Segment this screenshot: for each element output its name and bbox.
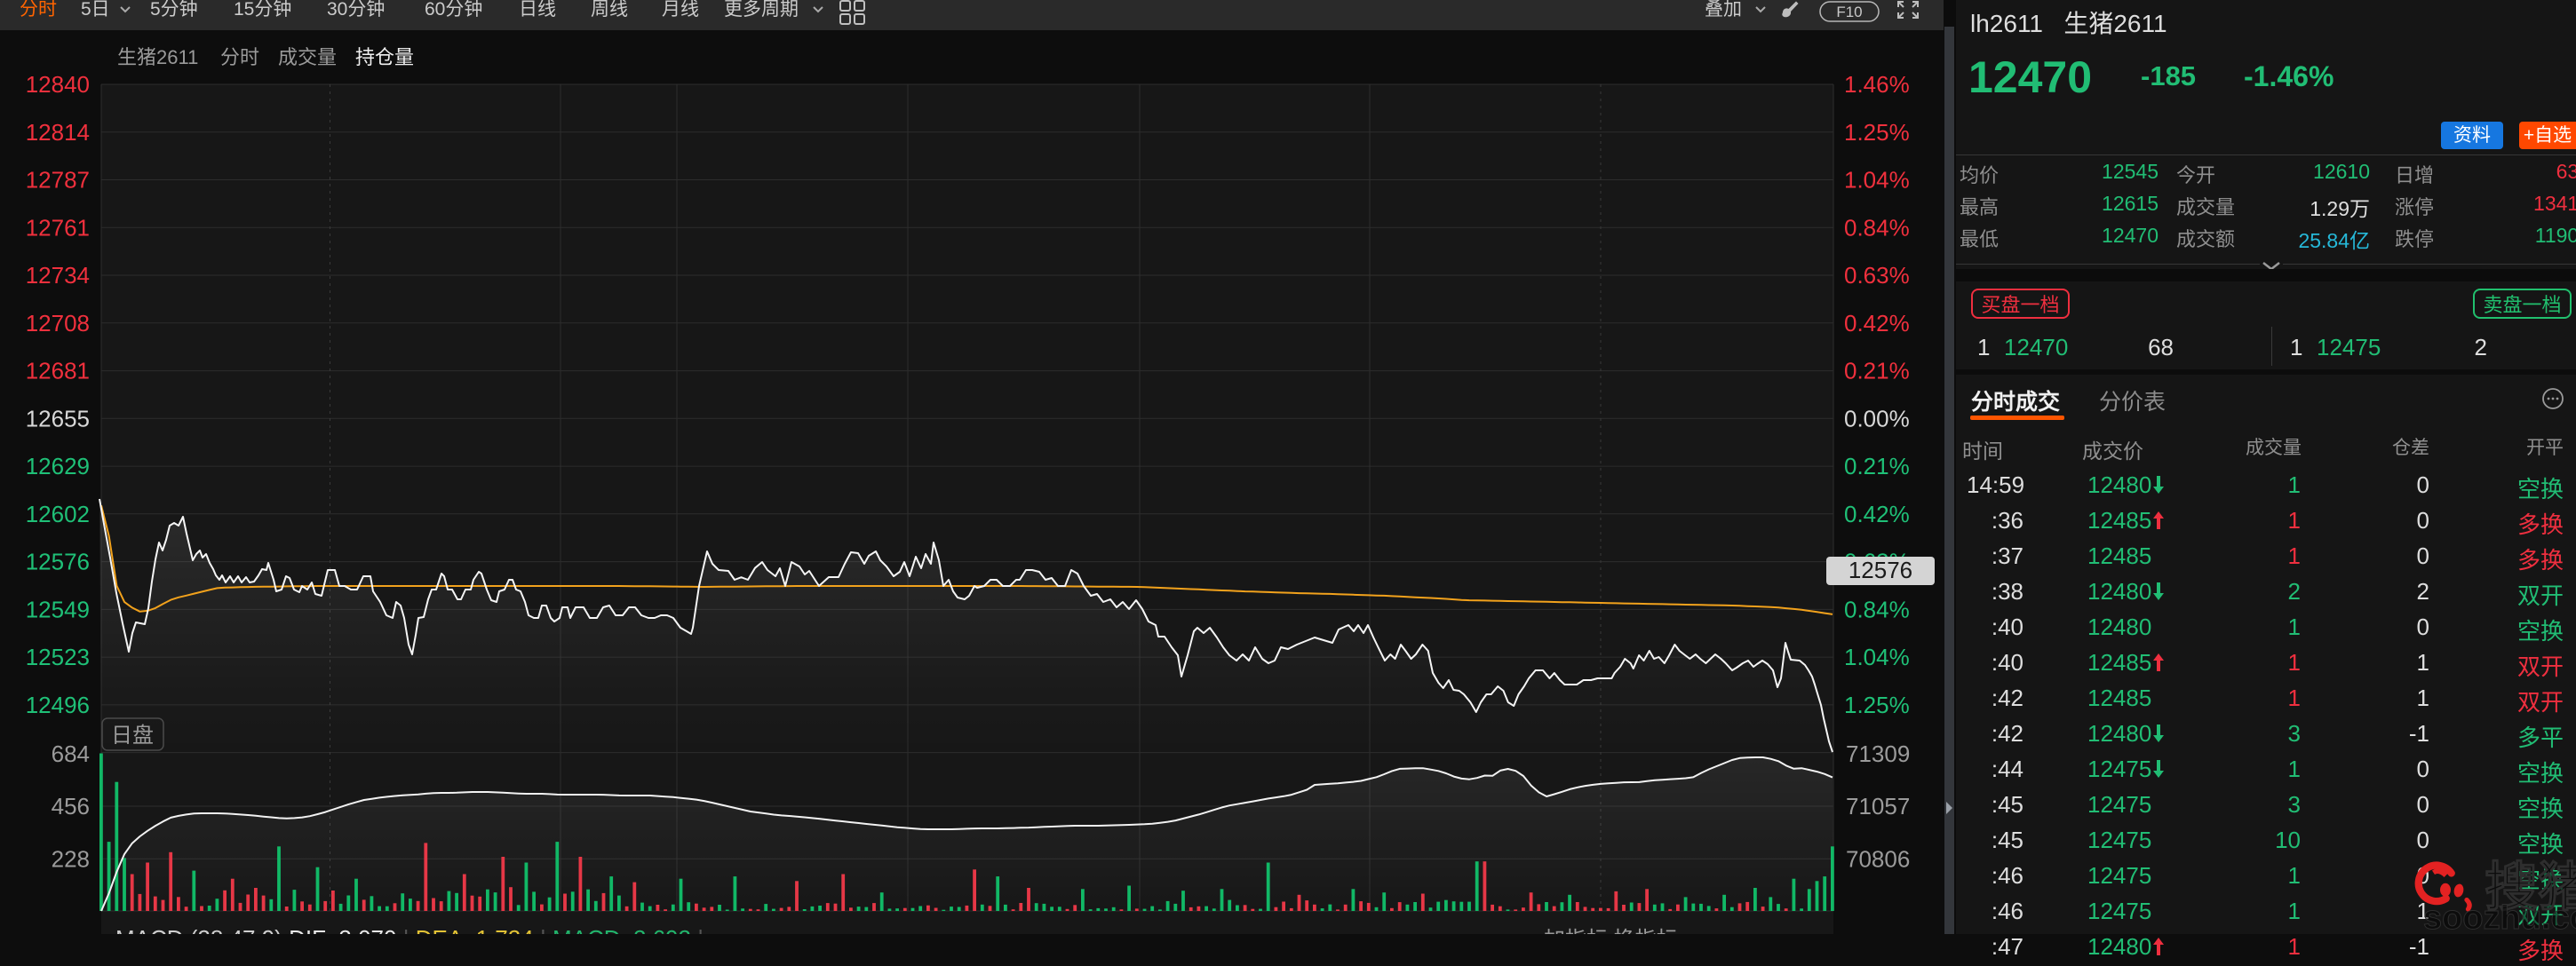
svg-text:叠加: 叠加 (1705, 0, 1742, 20)
svg-text:MACD (28,47,9) DIF: 3.070 | DE: MACD (28,47,9) DIF: 3.070 | DEA: 1.724 |… (115, 925, 704, 934)
svg-text:0.84%: 0.84% (1844, 596, 1910, 622)
svg-text:0.00%: 0.00% (1844, 405, 1910, 432)
svg-text:更多周期: 更多周期 (724, 0, 799, 20)
svg-text:30分钟: 30分钟 (327, 0, 385, 20)
svg-text:soozhu.com: soozhu.com (2423, 899, 2576, 934)
svg-text:12734: 12734 (26, 262, 90, 289)
svg-text:1.04%: 1.04% (1844, 167, 1910, 194)
svg-text:12602: 12602 (26, 501, 90, 527)
svg-text:15分钟: 15分钟 (234, 0, 291, 20)
svg-text:71309: 71309 (1846, 740, 1910, 767)
svg-text:0.84%: 0.84% (1844, 214, 1910, 241)
svg-text:1.25%: 1.25% (1844, 119, 1910, 146)
svg-text:12814: 12814 (26, 119, 90, 146)
svg-text:12655: 12655 (26, 405, 90, 432)
svg-text:日线: 日线 (519, 0, 556, 20)
svg-text:持仓量: 持仓量 (355, 46, 414, 68)
svg-text:12496: 12496 (26, 692, 90, 718)
svg-text:71057: 71057 (1846, 793, 1910, 820)
svg-text:成交量: 成交量 (278, 46, 337, 68)
svg-text:加指标 换指标: 加指标 换指标 (1544, 928, 1678, 934)
svg-text:60分钟: 60分钟 (425, 0, 482, 20)
svg-text:5日: 5日 (81, 0, 110, 20)
svg-text:搜猪: 搜猪 (2485, 858, 2576, 917)
svg-text:分时: 分时 (220, 46, 259, 68)
svg-text:12681: 12681 (26, 358, 90, 384)
svg-text:12761: 12761 (26, 214, 90, 241)
svg-text:684: 684 (52, 740, 90, 767)
svg-text:0.21%: 0.21% (1844, 358, 1910, 384)
svg-text:456: 456 (52, 793, 90, 820)
svg-text:12629: 12629 (26, 453, 90, 479)
svg-text:1.25%: 1.25% (1844, 692, 1910, 718)
svg-text:12708: 12708 (26, 310, 90, 337)
svg-text:月线: 月线 (662, 0, 699, 20)
svg-text:0.42%: 0.42% (1844, 310, 1910, 337)
svg-text:F10: F10 (1836, 4, 1862, 20)
svg-text:228: 228 (52, 845, 90, 872)
svg-text:12787: 12787 (26, 167, 90, 194)
svg-text:0.63%: 0.63% (1844, 262, 1910, 289)
svg-text:1.46%: 1.46% (1844, 71, 1910, 98)
svg-text:0.21%: 0.21% (1844, 453, 1910, 479)
svg-text:0.42%: 0.42% (1844, 501, 1910, 527)
svg-text:12576: 12576 (26, 549, 90, 575)
svg-text:12840: 12840 (26, 71, 90, 98)
svg-text:12523: 12523 (26, 644, 90, 670)
svg-text:周线: 周线 (591, 0, 628, 20)
svg-text:生猪2611: 生猪2611 (117, 46, 198, 68)
svg-text:5分钟: 5分钟 (150, 0, 198, 20)
svg-text:12549: 12549 (26, 596, 90, 622)
svg-text:分时: 分时 (20, 0, 57, 20)
svg-text:1.04%: 1.04% (1844, 644, 1910, 670)
svg-text:12576: 12576 (1849, 557, 1912, 583)
svg-text:70806: 70806 (1846, 845, 1910, 872)
svg-text:日盘: 日盘 (111, 724, 154, 748)
